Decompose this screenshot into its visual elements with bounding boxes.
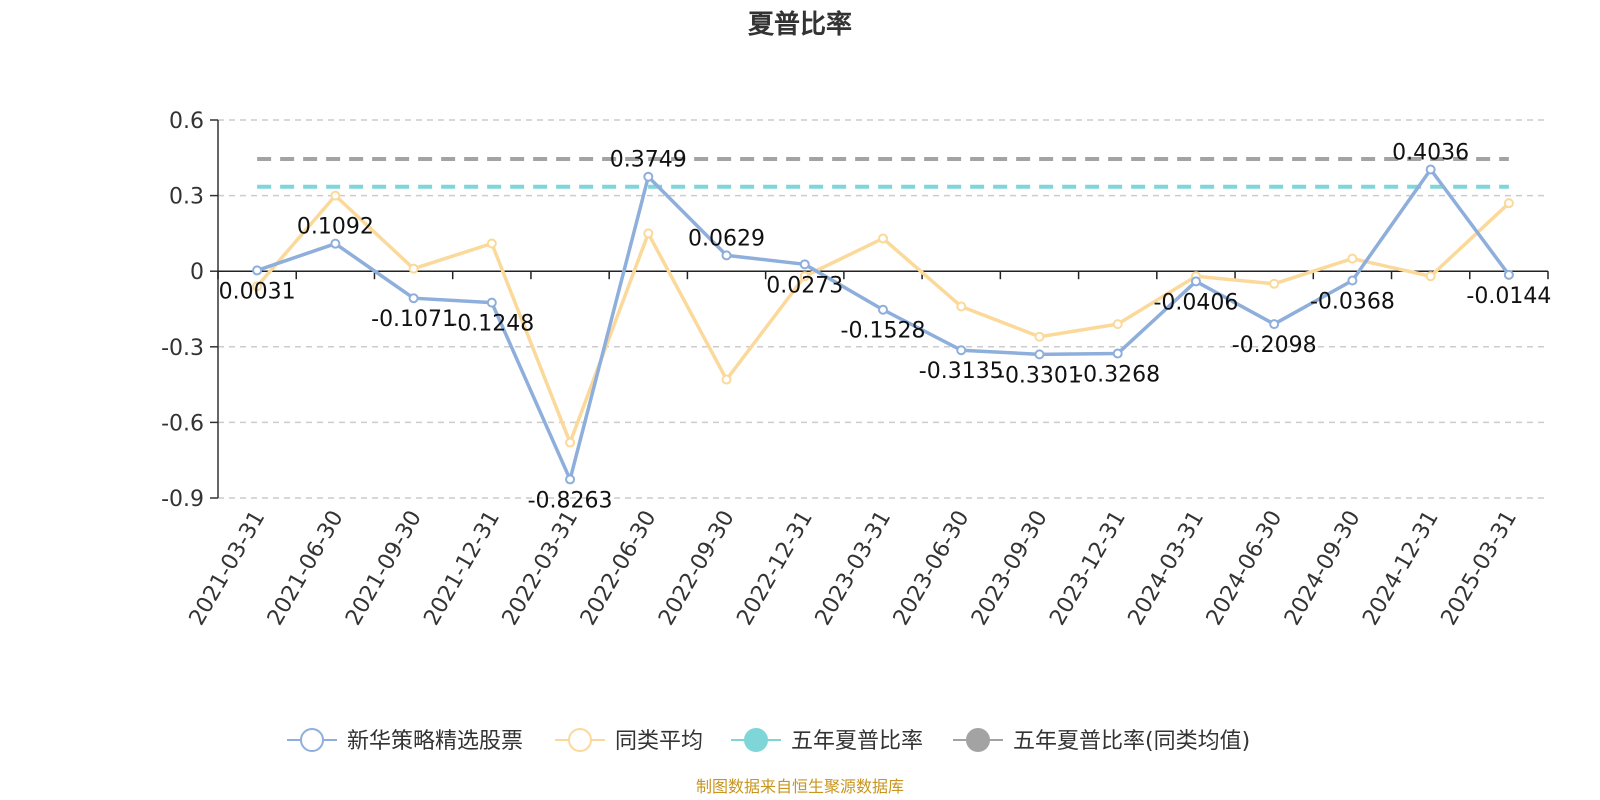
data-label: -0.3268 (1075, 363, 1160, 388)
legend-label: 新华策略精选股票 (347, 729, 523, 754)
data-point (878, 233, 888, 244)
data-point (799, 271, 810, 282)
data-label: 0.0031 (219, 279, 296, 304)
data-point (643, 171, 654, 182)
data-point (565, 437, 576, 448)
y-tick-label: 0.3 (169, 185, 204, 210)
data-point (1503, 269, 1514, 280)
legend-swatch-marker (744, 728, 768, 752)
series-lines (252, 164, 1514, 485)
legend-swatch-marker (966, 728, 990, 752)
y-tick-label: 0.6 (169, 109, 204, 134)
legend-label: 五年夏普比率 (791, 729, 923, 754)
data-point (721, 374, 732, 385)
data-point (956, 301, 967, 312)
y-axis: 0.6 0.3 0 -0.3 -0.6 -0.9 (161, 109, 219, 512)
legend-item[interactable]: 同类平均 (555, 728, 703, 754)
data-point (252, 281, 263, 292)
data-point (408, 263, 419, 274)
data-label: 0.4036 (1392, 140, 1469, 165)
data-label: -0.1528 (841, 319, 926, 344)
data-label: -0.8263 (528, 488, 613, 513)
x-tick-label: 2021-06-30 (263, 507, 349, 630)
data-point (1034, 331, 1045, 342)
x-tick-label: 2021-09-30 (341, 507, 427, 630)
legend-label: 同类平均 (615, 729, 703, 754)
x-tick-label: 2022-09-30 (654, 507, 740, 630)
data-point (1347, 253, 1358, 264)
y-tick-label: -0.9 (161, 487, 204, 512)
data-point (486, 297, 497, 308)
data-point (330, 238, 341, 249)
x-tick-label: 2022-06-30 (576, 507, 662, 630)
reference-lines (257, 157, 1509, 189)
legend-swatch-marker (300, 728, 324, 752)
data-point (1269, 319, 1280, 330)
data-point (1347, 275, 1358, 286)
data-label: 0.1092 (297, 215, 374, 240)
legend-item[interactable]: 五年夏普比率(同类均值) (953, 728, 1250, 754)
legend[interactable]: 新华策略精选股票 同类平均 五年夏普比率 五年夏普比率(同类均值) (287, 728, 1250, 754)
data-labels: 0.0031 0.1092 -0.1071-0.1248 -0.8263 0.3749 0… (219, 140, 1552, 513)
data-label: -0.0368 (1310, 289, 1395, 314)
legend-swatch-marker (568, 728, 592, 752)
x-tick-label: 2021-03-31 (185, 507, 271, 630)
data-label: 0.3749 (610, 148, 687, 173)
chart-title: 夏普比率 (748, 9, 852, 40)
x-tick-label: 2023-06-30 (889, 507, 975, 630)
data-point (565, 474, 576, 485)
data-point (1269, 278, 1280, 289)
data-point (408, 293, 419, 304)
x-tick-label: 2024-09-30 (1280, 507, 1366, 630)
y-tick-label: -0.6 (161, 411, 204, 436)
data-label: -0.2098 (1232, 333, 1317, 358)
data-point (1112, 319, 1123, 330)
data-point (643, 228, 654, 239)
x-tick-label: 2024-12-31 (1358, 507, 1444, 630)
legend-item[interactable]: 五年夏普比率 (731, 728, 923, 754)
legend-label: 五年夏普比率(同类均值) (1013, 729, 1250, 754)
data-point (1034, 349, 1045, 360)
data-point (252, 265, 263, 276)
legend-item[interactable]: 新华策略精选股票 (287, 728, 523, 754)
y-tick-label: 0 (190, 260, 204, 285)
y-tick-label: -0.3 (161, 336, 204, 361)
x-tick-label: 2025-03-31 (1436, 507, 1522, 630)
x-tick-label: 2022-03-31 (498, 507, 584, 630)
grid-lines (218, 119, 1548, 499)
data-point (799, 259, 810, 270)
data-label: -0.3301 (997, 363, 1082, 388)
data-point (1190, 276, 1201, 287)
data-label: 0.0273 (766, 273, 843, 298)
x-tick-label: 2024-06-30 (1202, 507, 1288, 630)
data-point (956, 345, 967, 356)
source-note: 制图数据来自恒生聚源数据库 (696, 777, 904, 796)
data-point (1425, 164, 1436, 175)
x-tick-label: 2023-09-30 (967, 507, 1053, 630)
x-tick-label: 2023-12-31 (1045, 507, 1131, 630)
x-tick-label: 2024-03-31 (1124, 507, 1210, 630)
data-label: -0.0144 (1466, 284, 1551, 309)
data-label: 0.0629 (688, 226, 765, 251)
data-label: -0.1248 (449, 312, 534, 337)
x-tick-label: 2023-03-31 (811, 507, 897, 630)
x-tick-label: 2022-12-31 (732, 507, 818, 630)
data-point (1425, 271, 1436, 282)
data-point (721, 250, 732, 261)
data-label: -0.0406 (1153, 290, 1238, 315)
data-point (1503, 198, 1514, 209)
data-point (486, 238, 497, 249)
data-point (878, 304, 888, 315)
data-label: -0.1071 (371, 307, 456, 332)
data-point (1112, 348, 1123, 359)
data-label: -0.3135 (919, 359, 1004, 384)
data-point (330, 190, 341, 201)
x-tick-label: 2021-12-31 (419, 506, 505, 629)
